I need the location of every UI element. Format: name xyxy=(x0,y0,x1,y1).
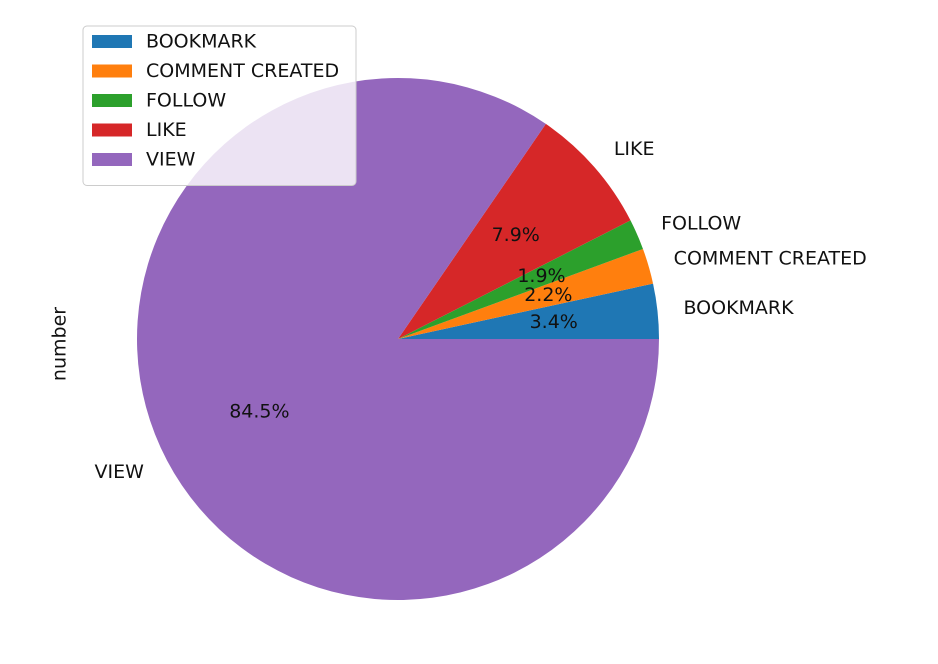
slice-label-bookmark: BOOKMARK xyxy=(683,297,794,319)
legend-swatch-bookmark xyxy=(92,35,132,48)
slice-label-follow: FOLLOW xyxy=(661,213,741,235)
percent-label-like: 7.9% xyxy=(492,224,540,246)
legend-label-like: LIKE xyxy=(146,119,187,141)
slice-view xyxy=(137,78,659,601)
slice-like xyxy=(398,123,631,339)
slice-label-view: VIEW xyxy=(95,461,145,483)
y-axis-label: number xyxy=(49,307,71,381)
slice-comment-created xyxy=(398,248,654,339)
percent-label-follow: 1.9% xyxy=(517,265,565,287)
pie-slices xyxy=(137,78,659,601)
legend-label-view: VIEW xyxy=(146,149,196,171)
slice-labels: BOOKMARK COMMENT CREATED FOLLOW LIKE VIEW xyxy=(95,138,867,483)
percent-label-comment-created: 2.2% xyxy=(524,284,572,306)
legend-frame xyxy=(82,25,357,186)
percent-label-view: 84.5% xyxy=(229,400,289,422)
slice-label-like: LIKE xyxy=(614,138,655,160)
legend-swatch-follow xyxy=(92,94,132,107)
legend-swatch-comment-created xyxy=(92,64,132,78)
percent-labels: 3.4% 2.2%1.9% 7.9% 84.5% xyxy=(229,224,578,422)
legend-label-follow: FOLLOW xyxy=(146,90,226,112)
legend-swatch-view xyxy=(92,153,132,166)
legend: BOOKMARK COMMENT CREATED FOLLOW LIKE VIEW xyxy=(82,25,357,186)
legend-label-comment-created: COMMENT CREATED xyxy=(146,60,339,82)
slice-label-comment-created: COMMENT CREATED xyxy=(674,247,867,269)
slice-bookmark xyxy=(398,283,659,339)
slice-follow xyxy=(398,220,643,339)
percent-label-bookmark: 3.4% xyxy=(530,311,578,333)
legend-label-bookmark: BOOKMARK xyxy=(146,31,257,53)
legend-swatch-like xyxy=(92,123,132,137)
